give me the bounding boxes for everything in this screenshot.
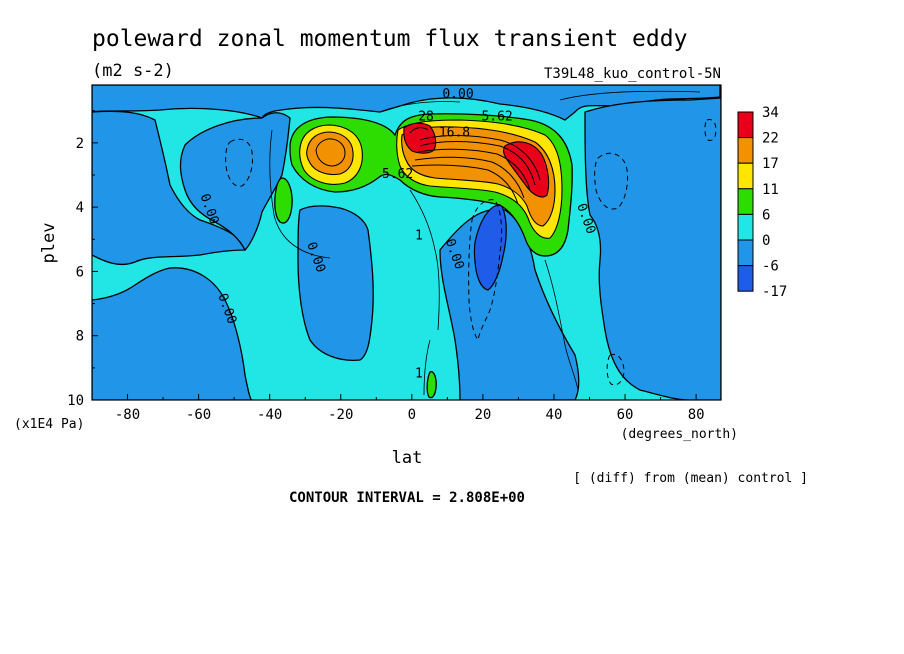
colorbar-label: -17 <box>762 284 787 300</box>
contour-label: 28 <box>418 109 434 124</box>
colorbar-label: -6 <box>762 259 779 275</box>
y-tick-label: 8 <box>76 329 84 345</box>
y-tick-label: 2 <box>76 136 84 152</box>
y-tick-label: 6 <box>76 264 84 280</box>
diff-note: [ (diff) from (mean) control ] <box>573 471 808 486</box>
thin-contours <box>269 90 701 396</box>
plot-frame <box>91 84 722 401</box>
y-axis-units: (x1E4 Pa) <box>14 417 84 432</box>
colorbar-swatch <box>737 162 754 190</box>
colorbar-swatch <box>737 265 754 292</box>
x-tick-label: -80 <box>115 407 140 423</box>
x-axis-label: lat <box>392 448 423 468</box>
colorbar-swatch <box>737 137 754 164</box>
colorbar-label: 6 <box>762 207 770 223</box>
colorbar-label: 17 <box>762 156 779 172</box>
x-tick-label: -40 <box>257 407 282 423</box>
colorbar-swatch <box>737 239 754 267</box>
y-axis-label: plev <box>39 223 59 264</box>
axes: -80 -60 -40 -20 0 20 40 60 80 2 4 6 8 10 <box>67 110 705 423</box>
contour-label: 16.8 <box>439 125 470 140</box>
contour-label: 0.00 <box>442 87 473 102</box>
units-label: (m2 s-2) <box>92 61 174 81</box>
x-tick-label: 80 <box>688 407 705 423</box>
dashed-contours <box>225 119 717 386</box>
jet-inner-contours <box>315 127 541 205</box>
colorbar-label: 34 <box>762 105 779 121</box>
x-tick-label: -20 <box>328 407 353 423</box>
experiment-label: T39L48_kuo_control-5N <box>544 66 721 82</box>
colorbar-label: 0 <box>762 233 770 249</box>
colorbar-label: 22 <box>762 131 779 147</box>
y-tick-label: 10 <box>67 393 84 409</box>
y-tick-label: 4 <box>76 200 84 216</box>
colorbar-swatch <box>737 111 754 139</box>
chart-title: poleward zonal momentum flux transient e… <box>92 26 687 52</box>
colorbar-swatch <box>737 188 754 215</box>
contour-label: 5.62 <box>382 167 413 182</box>
colorbar-swatch <box>737 213 754 241</box>
contour-label: 1 <box>415 228 423 243</box>
x-tick-label: 0 <box>408 407 416 423</box>
x-tick-label: -60 <box>186 407 211 423</box>
x-tick-label: 20 <box>474 407 491 423</box>
contour-label: 1 <box>415 367 423 382</box>
contour-interval-note: CONTOUR INTERVAL = 2.808E+00 <box>289 490 525 506</box>
x-tick-label: 60 <box>617 407 634 423</box>
contour-label: 5.62 <box>481 109 512 124</box>
x-tick-label: 40 <box>546 407 563 423</box>
negative-region <box>92 85 721 400</box>
colorbar: 34 22 17 11 6 0 -6 -17 <box>737 105 787 300</box>
x-axis-units: (degrees_north) <box>621 427 738 442</box>
positive-region-red <box>403 122 550 198</box>
colorbar-label: 11 <box>762 182 779 198</box>
